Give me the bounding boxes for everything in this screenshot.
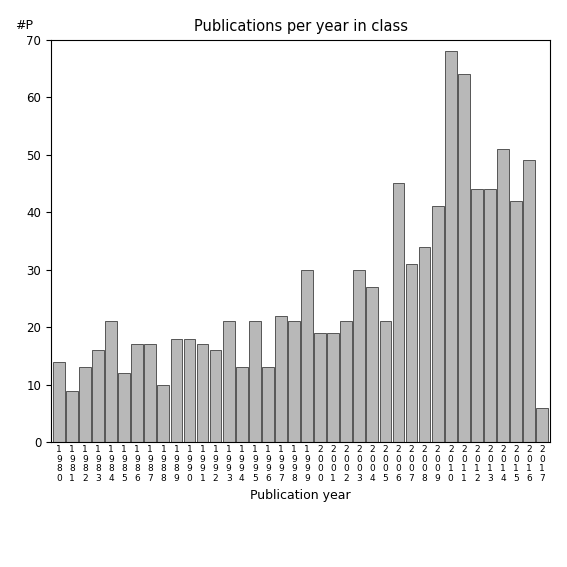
Bar (366, 287, 378, 442)
Bar (327, 333, 339, 442)
Bar (184, 338, 196, 442)
Bar (510, 201, 522, 442)
Bar (288, 321, 300, 442)
Bar (536, 408, 548, 442)
Bar (458, 74, 469, 442)
Bar (197, 345, 209, 442)
Title: Publications per year in class: Publications per year in class (193, 19, 408, 35)
Bar (379, 321, 391, 442)
Bar (92, 350, 104, 442)
Bar (79, 367, 91, 442)
Bar (497, 149, 509, 442)
Bar (105, 321, 117, 442)
Bar (523, 160, 535, 442)
Bar (405, 264, 417, 442)
Bar (53, 362, 65, 442)
Y-axis label: #P: #P (15, 19, 32, 32)
Bar (145, 345, 156, 442)
Bar (314, 333, 326, 442)
Bar (445, 51, 456, 442)
Bar (66, 391, 78, 442)
Bar (301, 270, 313, 442)
Bar (340, 321, 352, 442)
X-axis label: Publication year: Publication year (250, 489, 351, 502)
Bar (471, 189, 483, 442)
Bar (262, 367, 274, 442)
Bar (392, 184, 404, 442)
Bar (418, 247, 430, 442)
Bar (132, 345, 143, 442)
Bar (223, 321, 235, 442)
Bar (119, 373, 130, 442)
Bar (249, 321, 261, 442)
Bar (275, 316, 287, 442)
Bar (353, 270, 365, 442)
Bar (432, 206, 443, 442)
Bar (484, 189, 496, 442)
Bar (158, 385, 169, 442)
Bar (236, 367, 248, 442)
Bar (171, 338, 183, 442)
Bar (210, 350, 222, 442)
